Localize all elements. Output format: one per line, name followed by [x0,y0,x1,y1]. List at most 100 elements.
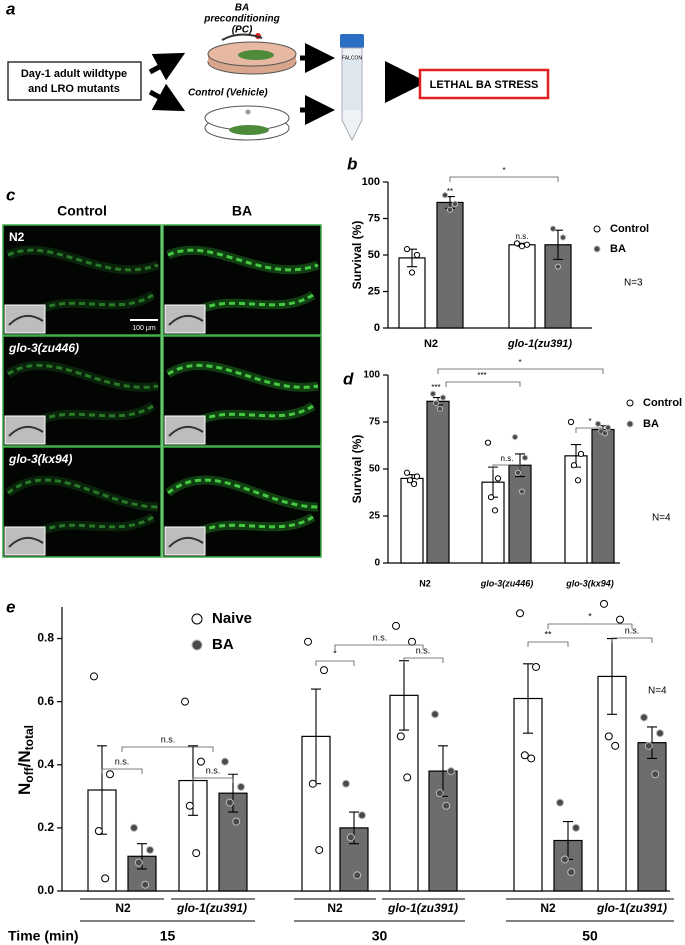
data-point [436,405,444,412]
data-point [494,475,502,482]
pc-dish [207,33,297,75]
pc-text: (PC) [232,25,253,36]
outcome-text: LETHAL BA STRESS [430,79,539,91]
legend-label: BA [212,636,234,653]
legend-label: Control [610,223,649,235]
y-axis-label: Noff/Ntotal [15,725,35,795]
worm [7,248,159,272]
worm [182,515,314,544]
y-tick-label: 100 [363,370,380,381]
y-tick-label: 100 [362,176,380,188]
data-point [304,637,312,646]
data-point [442,801,451,810]
data-point [406,477,414,484]
y-tick-label: 75 [368,212,380,224]
data-point [574,477,582,484]
data-point [130,823,138,832]
y-tick-label: 25 [368,285,380,297]
data-point [560,855,569,864]
significance-label: n.s. [516,232,529,241]
significance-label: * [588,611,592,621]
significance-label: n.s. [161,734,176,744]
sample-size: N=4 [652,513,671,524]
data-point [106,770,114,779]
worm [7,478,159,509]
legend-marker [626,420,634,428]
legend-marker [593,245,601,253]
data-point [101,874,110,883]
data-point [403,469,411,476]
significance-label: * [502,166,505,175]
data-point [554,263,562,270]
tube-label: FALCON [342,55,362,61]
data-point [315,845,324,854]
inset-worm [168,425,204,437]
time-label: 50 [582,928,598,944]
column-title: Control [57,203,107,219]
y-tick-label: 0.0 [37,883,54,897]
data-point [484,439,492,446]
row-label: glo-3(zu446) [8,341,79,355]
data-point [408,637,416,646]
bar [508,464,532,564]
data-point [451,200,459,207]
inset-worm [8,314,44,326]
data-point [446,206,454,213]
significance-bracket [437,368,604,374]
significance-bracket [449,176,559,182]
data-point [358,811,366,820]
data-point [511,433,519,441]
worm [7,363,159,389]
bar [436,201,464,329]
y-tick-label: 0.4 [37,757,54,771]
data-point [346,833,355,842]
data-point [413,251,421,259]
data-point [435,789,444,798]
data-point [237,782,245,791]
data-point [146,845,154,854]
inset-worm [168,536,204,548]
control-text: Control (Vehicle) [188,88,268,99]
data-point [651,770,660,779]
inset-worm [168,314,204,326]
y-tick-label: 75 [369,417,381,428]
row-label: N2 [9,230,25,244]
data-point [181,697,189,706]
significance-bracket [492,464,521,470]
data-point [342,779,350,788]
data-point [570,462,578,469]
x-tick-label: N2 [540,901,556,915]
input-text: Day-1 adult wildtype [21,68,127,80]
data-point [520,751,529,760]
data-point [594,420,602,427]
y-tick-label: 0.8 [37,631,54,645]
time-label: 30 [372,928,388,944]
data-point [353,871,362,880]
significance-label: n.s. [416,645,431,655]
significance-bracket [445,381,521,387]
panel-label: e [6,597,15,616]
bar [398,257,426,329]
data-point [403,773,412,782]
data-point [611,741,620,750]
data-point [392,621,400,630]
bar [426,400,450,564]
data-point [518,243,526,250]
panel-label: c [6,185,16,204]
worm [167,248,319,272]
data-point [221,757,229,766]
data-point [94,827,103,836]
significance-bracket [334,644,424,650]
tube [340,34,364,142]
bar [591,428,615,564]
data-point [487,494,495,501]
error-bar [523,663,533,734]
data-point [604,732,613,741]
legend-label: BA [643,418,659,430]
bar [508,244,536,329]
worm [167,478,319,509]
worm [22,515,154,544]
data-point [514,469,522,476]
pc-text: BA [235,3,249,14]
